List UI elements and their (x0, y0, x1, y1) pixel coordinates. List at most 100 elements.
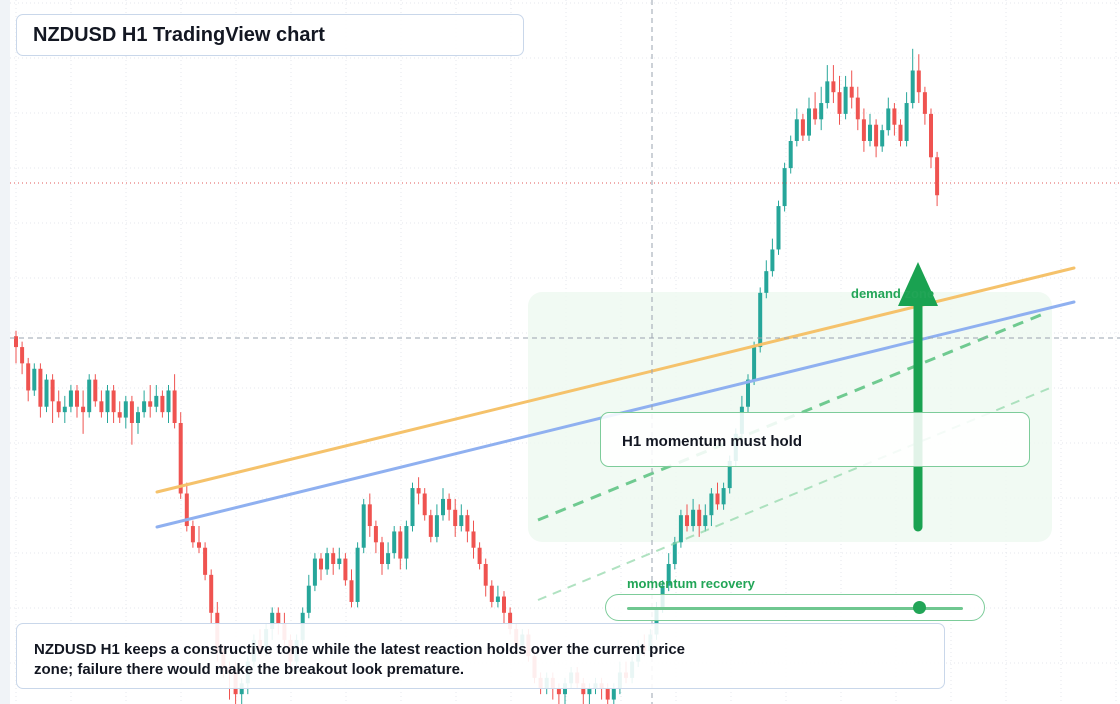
candle-body (721, 488, 726, 505)
candle (184, 482, 189, 532)
candle (691, 498, 696, 532)
candle-body (87, 379, 92, 413)
candle (416, 477, 421, 505)
candle (87, 374, 92, 418)
candle (428, 509, 433, 543)
candle (136, 406, 140, 434)
candle (178, 412, 183, 499)
candle-body (380, 542, 384, 564)
candle-body (813, 108, 818, 120)
candle (886, 97, 891, 136)
candle (410, 482, 415, 532)
candle-body (752, 347, 757, 380)
candle-body (776, 206, 781, 250)
candle (325, 547, 330, 575)
candle (148, 385, 153, 418)
candle-body (453, 509, 458, 527)
candle-body (172, 390, 177, 423)
candle-body (666, 564, 671, 586)
candle (776, 200, 781, 255)
candle-body (898, 124, 903, 141)
candle (14, 330, 18, 364)
candle-body (105, 390, 110, 413)
channel-lower-line (537, 387, 1051, 601)
candle (20, 341, 25, 375)
candle-body (935, 157, 940, 196)
candle-body (758, 292, 763, 348)
candle (453, 498, 458, 537)
candle (99, 390, 104, 418)
candle-body (99, 401, 104, 413)
candle (752, 341, 757, 386)
candle (142, 390, 147, 418)
candle (62, 395, 67, 423)
candle (770, 238, 775, 277)
candle (746, 374, 750, 413)
candle (929, 108, 933, 169)
candle-body (319, 558, 323, 570)
candle (337, 547, 342, 570)
candle-body (428, 515, 433, 537)
candle-body (190, 526, 195, 543)
candle-body (276, 612, 281, 624)
candle (398, 526, 403, 570)
momentum-slider[interactable] (605, 594, 985, 621)
candle-body (880, 130, 885, 147)
candle (166, 385, 171, 423)
candle-body (343, 558, 348, 581)
candle-body (367, 504, 372, 527)
candle-body (855, 97, 860, 120)
candle (685, 504, 689, 532)
candle-body (270, 612, 275, 630)
candle (849, 70, 854, 109)
candle-body (910, 70, 915, 104)
analysis-note-box: NZDUSD H1 keeps a constructive tone whil… (16, 623, 945, 689)
candle-body (68, 390, 73, 407)
candle-body (203, 547, 208, 575)
candle (843, 75, 848, 120)
candle-body (50, 379, 55, 402)
candle (203, 542, 208, 581)
candle-body (111, 390, 116, 413)
candle-body (20, 347, 25, 364)
candle (800, 113, 805, 141)
candle-body (611, 688, 616, 700)
candle (788, 135, 793, 174)
candle-body (14, 336, 18, 348)
candle (209, 569, 214, 624)
candle (434, 504, 439, 543)
candle (782, 162, 787, 212)
candle-body (123, 401, 128, 418)
slider-knob[interactable] (913, 601, 927, 614)
candle-body (672, 542, 677, 564)
candle (794, 108, 799, 147)
candle (910, 48, 915, 109)
candle-body (868, 124, 872, 141)
candle-body (404, 526, 409, 559)
candle-body (489, 585, 494, 602)
candle-body (459, 515, 464, 527)
candle (331, 547, 336, 575)
candle-body (508, 612, 513, 630)
candle-body (556, 688, 561, 695)
candle (312, 553, 317, 592)
candle (50, 374, 55, 423)
candle (892, 103, 897, 136)
candle (916, 54, 921, 104)
candle-body (764, 271, 769, 293)
candle (154, 385, 159, 413)
candle (361, 498, 366, 554)
candle-body (184, 493, 189, 527)
candle (105, 385, 110, 423)
candle (190, 520, 195, 548)
candle (380, 536, 384, 575)
candle (471, 520, 476, 559)
candle-body (819, 103, 824, 120)
candle-body (410, 488, 415, 527)
candle (81, 390, 86, 434)
momentum-label: momentum recovery (627, 576, 755, 591)
candle (837, 75, 842, 125)
candle-body (349, 580, 354, 602)
candle-body (62, 406, 67, 413)
